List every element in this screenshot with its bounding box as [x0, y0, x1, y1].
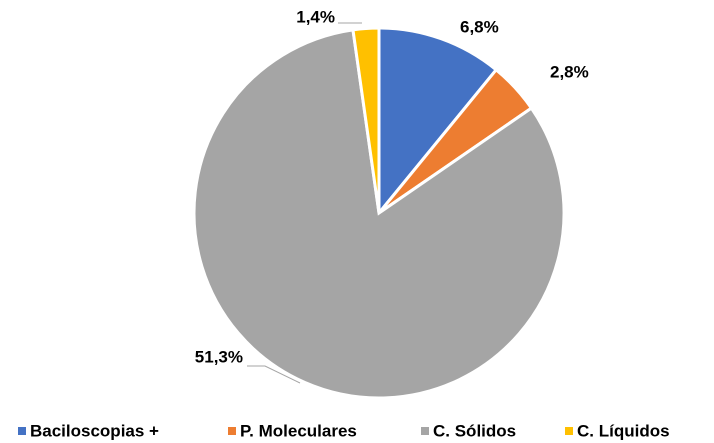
- legend-label: Baciloscopias +: [30, 421, 159, 440]
- pie-slice: [192, 28, 566, 400]
- data-label: 1,4%: [296, 7, 335, 26]
- pie-slice: [377, 26, 499, 218]
- legend-swatch: [18, 427, 26, 435]
- legend-swatch: [565, 427, 573, 435]
- legend-swatch: [421, 427, 429, 435]
- data-label: 51,3%: [195, 347, 243, 366]
- data-label: 2,8%: [550, 62, 589, 81]
- leader-line: [247, 365, 301, 384]
- pie-slice: [351, 26, 381, 214]
- legend-label: C. Sólidos: [433, 421, 516, 440]
- legend-label: P. Moleculares: [240, 421, 357, 440]
- legend-swatch: [228, 427, 236, 435]
- data-label: 6,8%: [460, 17, 499, 36]
- legend-label: C. Líquidos: [577, 421, 670, 440]
